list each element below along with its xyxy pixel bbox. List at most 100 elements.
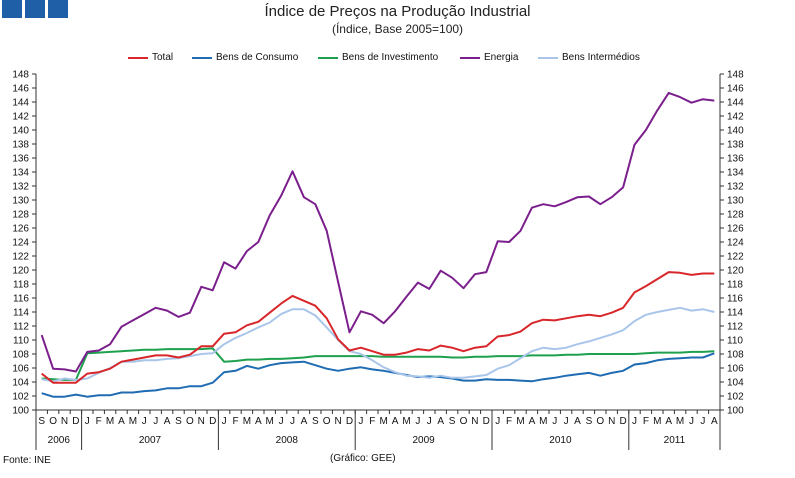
legend-swatch-investimento — [318, 56, 338, 59]
x-month-label: O — [323, 416, 331, 427]
x-month-label: O — [49, 416, 57, 427]
y-tick-label-right: 148 — [727, 70, 744, 81]
x-month-label: D — [619, 416, 626, 427]
x-month-label: S — [586, 416, 593, 427]
x-month-label: S — [449, 416, 456, 427]
x-month-label: A — [574, 416, 581, 427]
legend-swatch-energia — [460, 56, 480, 59]
x-month-label: A — [711, 416, 718, 427]
x-month-label: S — [175, 416, 182, 427]
y-tick-label-right: 112 — [727, 322, 743, 333]
y-tick-label-right: 122 — [727, 252, 744, 263]
y-tick-label-left: 124 — [12, 238, 29, 249]
series-line-energia — [40, 91, 715, 373]
year-label-2009: 2009 — [412, 435, 435, 446]
y-tick-label-right: 134 — [727, 168, 744, 179]
x-month-label: A — [164, 416, 171, 427]
y-tick-label-right: 104 — [727, 378, 744, 389]
x-month-label: F — [232, 416, 238, 427]
y-tick-label-right: 140 — [727, 126, 744, 137]
y-tick-label-right: 126 — [727, 224, 744, 235]
source-note: Fonte: INE — [3, 455, 51, 466]
x-month-label: O — [186, 416, 194, 427]
x-month-label: N — [198, 416, 205, 427]
y-tick-label-left: 114 — [13, 308, 29, 319]
y-tick-label-right: 116 — [727, 294, 743, 305]
x-month-label: M — [106, 416, 114, 427]
legend-label-intermedios: Bens Intermédios — [562, 52, 640, 63]
x-month-label: O — [460, 416, 468, 427]
y-tick-label-right: 136 — [727, 154, 744, 165]
x-month-label: S — [38, 416, 45, 427]
y-tick-label-left: 126 — [12, 224, 29, 235]
year-label-2008: 2008 — [276, 435, 299, 446]
x-month-label: N — [61, 416, 68, 427]
legend-total: Total — [128, 52, 173, 63]
x-month-label: M — [380, 416, 388, 427]
y-tick-label-right: 102 — [727, 392, 744, 403]
x-month-label: A — [665, 416, 672, 427]
y-tick-label-left: 108 — [12, 350, 29, 361]
y-tick-label-left: 110 — [13, 336, 29, 347]
y-tick-label-left: 128 — [12, 210, 29, 221]
x-month-label: D — [72, 416, 79, 427]
y-tick-label-left: 140 — [12, 126, 29, 137]
y-tick-label-left: 142 — [12, 112, 29, 123]
x-month-label: N — [608, 416, 615, 427]
y-tick-label-right: 100 — [727, 406, 744, 417]
x-month-label: J — [564, 416, 569, 427]
x-month-label: D — [209, 416, 216, 427]
y-tick-label-right: 110 — [727, 336, 743, 347]
x-month-label: D — [346, 416, 353, 427]
x-month-label: F — [643, 416, 649, 427]
x-month-label: J — [85, 416, 90, 427]
x-month-label: A — [529, 416, 536, 427]
legend-investimento: Bens de Investimento — [318, 52, 438, 63]
header-square-3 — [48, 0, 68, 18]
x-month-label: J — [415, 416, 420, 427]
y-tick-label-right: 114 — [727, 308, 743, 319]
y-tick-label-left: 100 — [12, 406, 29, 417]
x-month-label: N — [471, 416, 478, 427]
x-month-label: J — [632, 416, 637, 427]
y-tick-label-right: 128 — [727, 210, 744, 221]
y-tick-label-left: 138 — [12, 140, 29, 151]
legend-intermedios: Bens Intermédios — [538, 52, 640, 63]
x-month-label: J — [279, 416, 284, 427]
y-tick-label-right: 144 — [727, 98, 744, 109]
legend-label-consumo: Bens de Consumo — [216, 52, 299, 63]
x-month-label: J — [552, 416, 557, 427]
series-line-consumo — [41, 352, 715, 398]
y-tick-label-left: 102 — [12, 392, 29, 403]
x-month-label: J — [700, 416, 705, 427]
y-tick-label-right: 118 — [727, 280, 743, 291]
x-month-label: J — [358, 416, 363, 427]
y-tick-label-right: 108 — [727, 350, 744, 361]
y-tick-label-left: 146 — [12, 84, 29, 95]
legend-swatch-total — [128, 56, 148, 59]
x-month-label: M — [243, 416, 251, 427]
y-tick-label-right: 106 — [727, 364, 744, 375]
y-tick-label-left: 104 — [12, 378, 29, 389]
x-month-label: D — [483, 416, 490, 427]
x-month-label: M — [653, 416, 661, 427]
year-label-2007: 2007 — [139, 435, 162, 446]
y-tick-label-right: 138 — [727, 140, 744, 151]
x-month-label: J — [290, 416, 295, 427]
y-tick-label-right: 130 — [727, 196, 744, 207]
legend-label-energia: Energia — [484, 52, 519, 63]
y-tick-label-left: 106 — [12, 364, 29, 375]
y-tick-label-right: 124 — [727, 238, 744, 249]
y-tick-label-left: 148 — [12, 70, 29, 81]
x-month-label: J — [689, 416, 694, 427]
x-month-label: A — [301, 416, 308, 427]
x-month-label: O — [596, 416, 604, 427]
year-label-2011: 2011 — [664, 435, 686, 446]
y-tick-label-right: 146 — [727, 84, 744, 95]
y-tick-label-left: 120 — [12, 266, 29, 277]
x-month-label: N — [334, 416, 341, 427]
series-line-total — [41, 271, 715, 384]
x-month-label: S — [312, 416, 319, 427]
y-tick-label-left: 112 — [13, 322, 29, 333]
